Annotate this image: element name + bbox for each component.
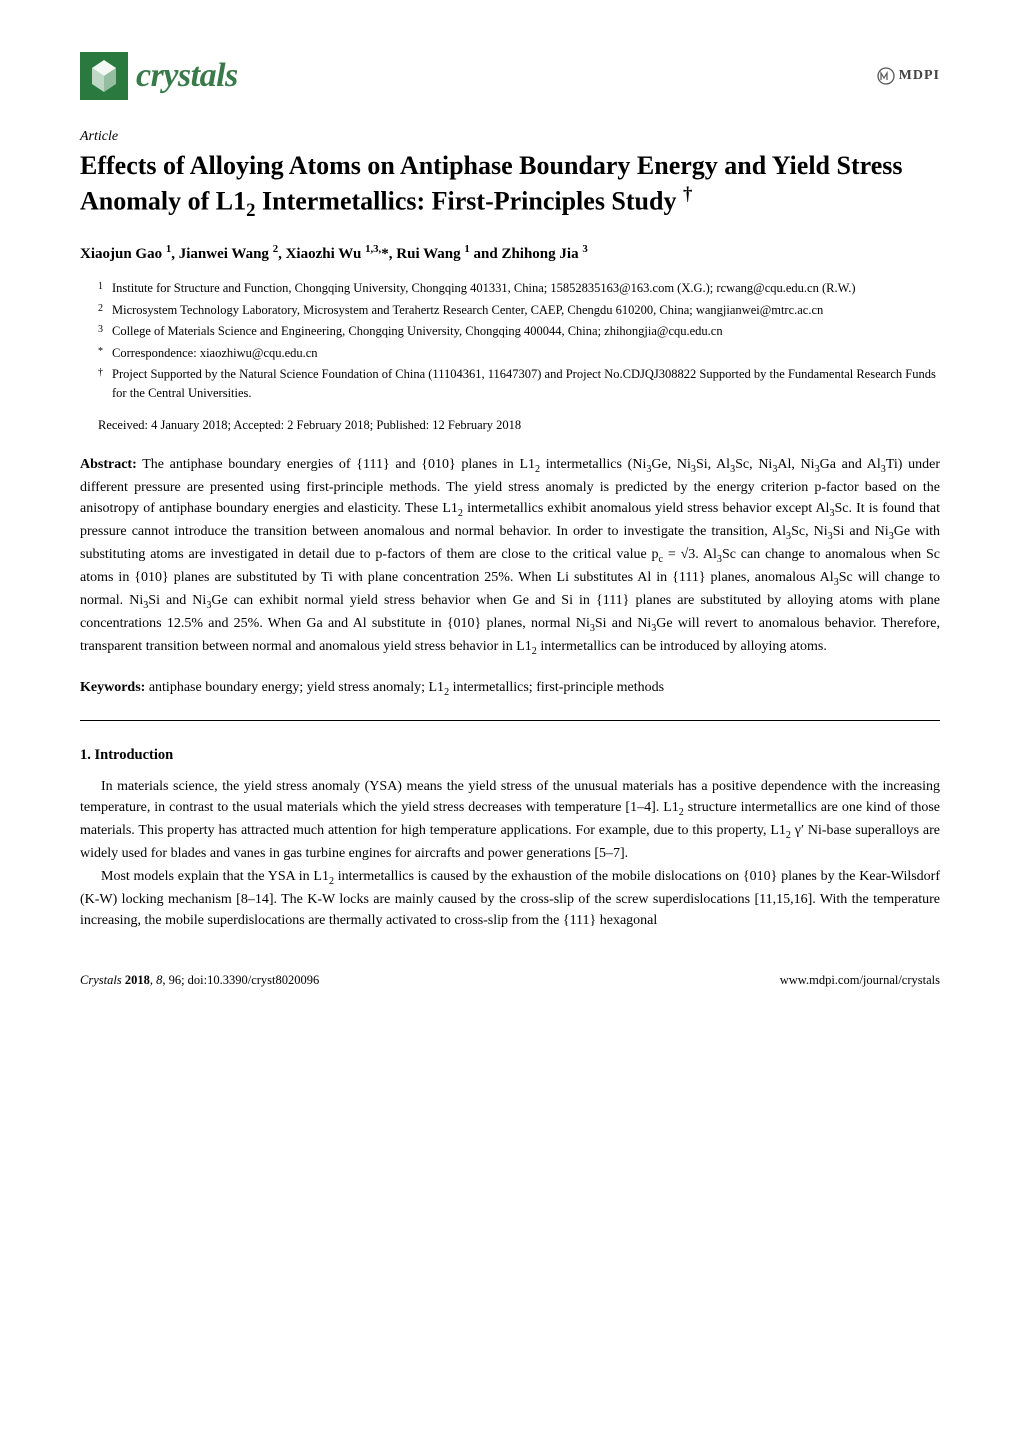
- crystals-icon: [80, 52, 128, 100]
- section-heading: 1. Introduction: [80, 745, 940, 767]
- mdpi-icon: [877, 67, 895, 85]
- mdpi-logo: MDPI: [877, 65, 940, 86]
- article-dates: Received: 4 January 2018; Accepted: 2 Fe…: [80, 416, 940, 435]
- keywords-block: Keywords: antiphase boundary energy; yie…: [80, 677, 940, 700]
- abstract-block: Abstract: The antiphase boundary energie…: [80, 454, 940, 658]
- abstract-label: Abstract:: [80, 457, 137, 472]
- journal-name: crystals: [136, 50, 238, 101]
- paragraph: In materials science, the yield stress a…: [80, 776, 940, 864]
- publisher-name: MDPI: [899, 65, 940, 86]
- affiliation-item: 2Microsystem Technology Laboratory, Micr…: [98, 301, 940, 320]
- footer-citation: Crystals 2018, 8, 96; doi:10.3390/cryst8…: [80, 971, 319, 990]
- section-body: In materials science, the yield stress a…: [80, 776, 940, 931]
- section-divider: [80, 720, 940, 721]
- journal-logo: crystals: [80, 50, 238, 101]
- affiliations-block: 1Institute for Structure and Function, C…: [80, 279, 940, 403]
- affiliation-item: 3College of Materials Science and Engine…: [98, 322, 940, 341]
- article-type: Article: [80, 126, 940, 147]
- affiliation-item: †Project Supported by the Natural Scienc…: [98, 365, 940, 404]
- affiliation-item: 1Institute for Structure and Function, C…: [98, 279, 940, 298]
- footer-url: www.mdpi.com/journal/crystals: [780, 971, 940, 990]
- keywords-label: Keywords:: [80, 680, 145, 695]
- page-footer: Crystals 2018, 8, 96; doi:10.3390/cryst8…: [80, 971, 940, 990]
- article-title: Effects of Alloying Atoms on Antiphase B…: [80, 149, 940, 223]
- keywords-text: antiphase boundary energy; yield stress …: [149, 680, 664, 695]
- page-header: crystals MDPI: [80, 50, 940, 101]
- paragraph: Most models explain that the YSA in L12 …: [80, 866, 940, 931]
- authors-line: Xiaojun Gao 1, Jianwei Wang 2, Xiaozhi W…: [80, 241, 940, 266]
- abstract-text: The antiphase boundary energies of {111}…: [80, 457, 940, 653]
- affiliation-item: *Correspondence: xiaozhiwu@cqu.edu.cn: [98, 344, 940, 363]
